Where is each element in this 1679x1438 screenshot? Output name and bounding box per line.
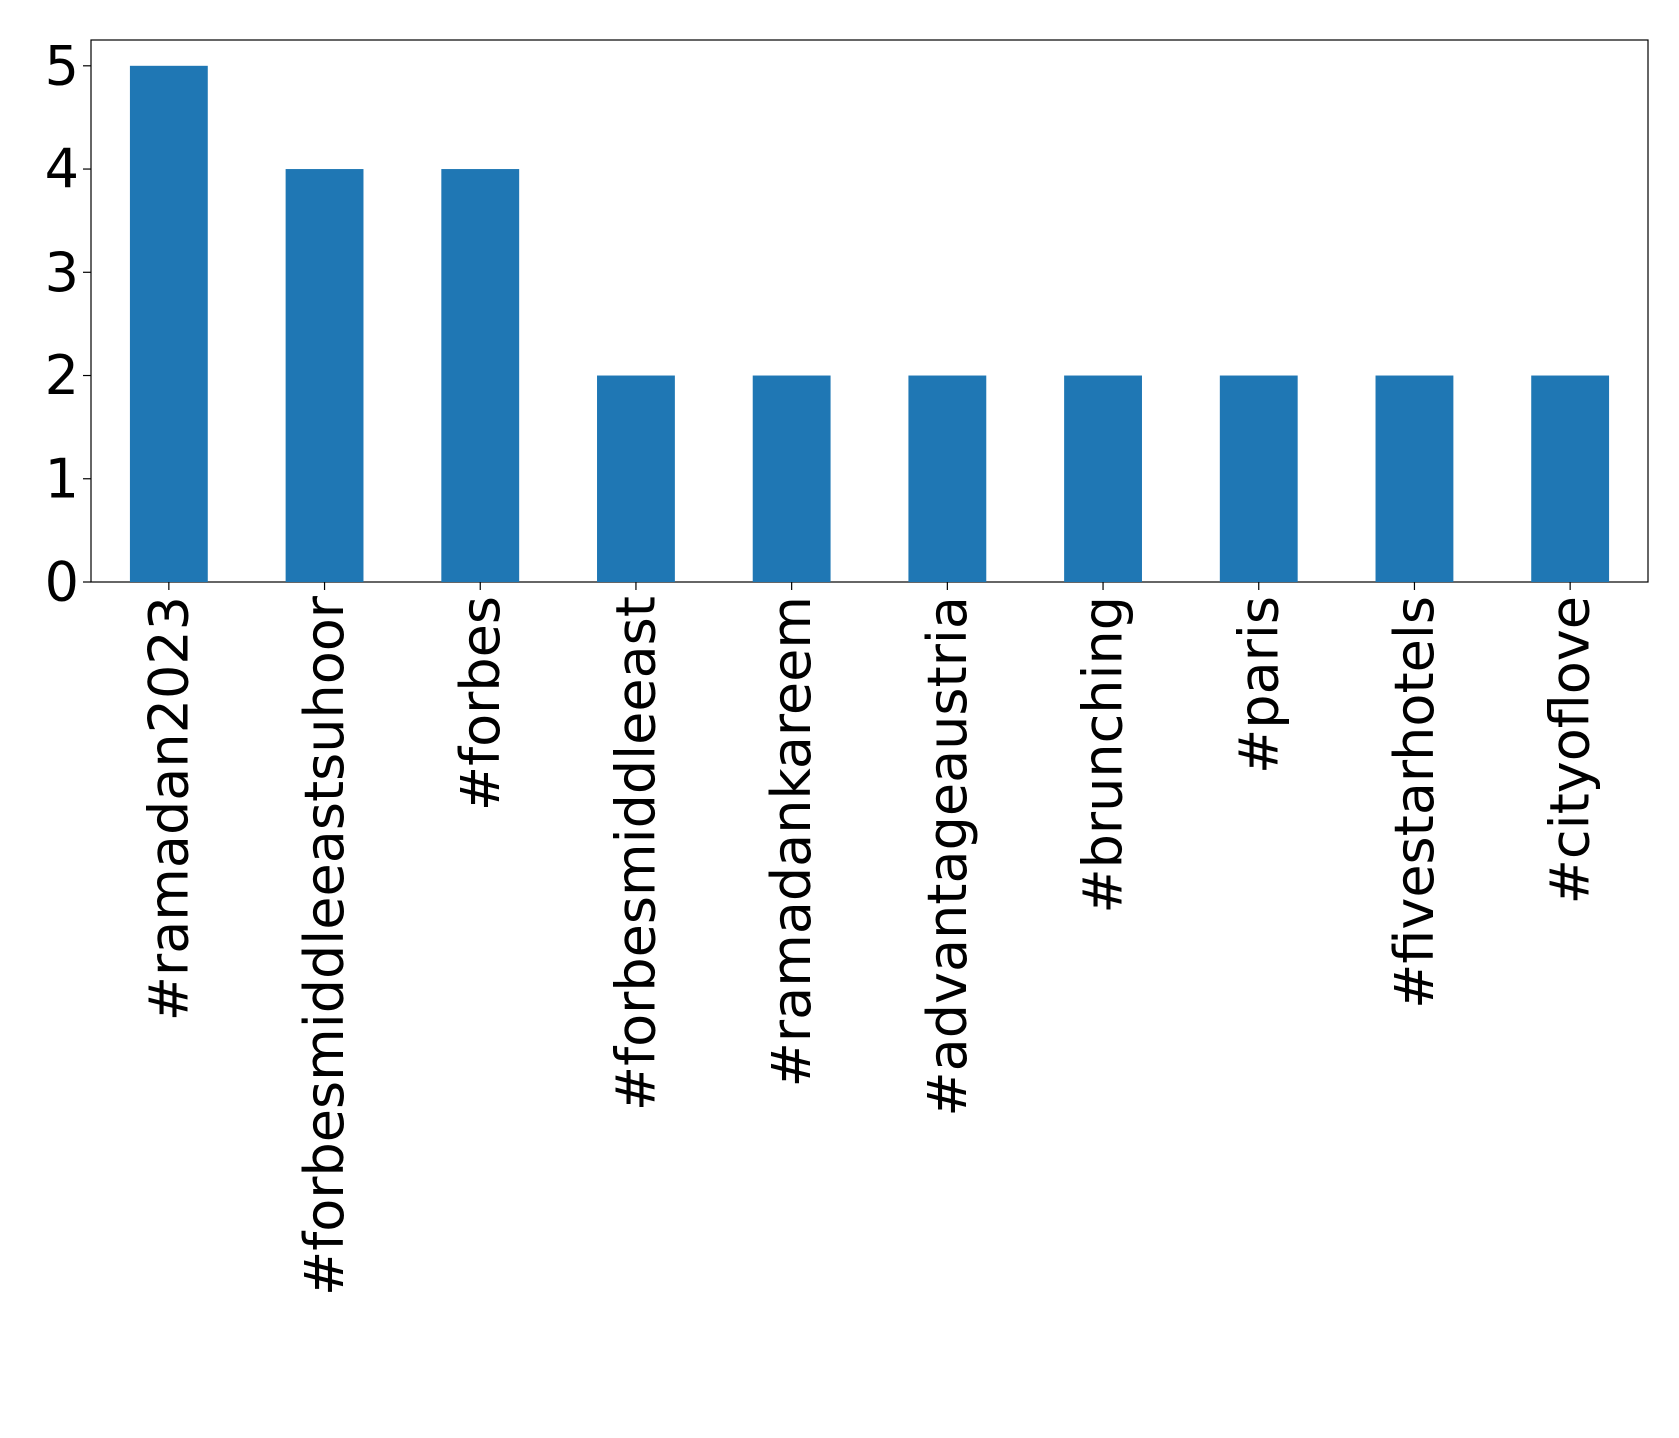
bar: [1219, 375, 1298, 582]
y-tick-label: 2: [45, 344, 79, 407]
y-tick-label: 3: [45, 241, 79, 304]
bar: [285, 169, 364, 583]
y-tick-label: 0: [45, 551, 79, 614]
x-tick-label: #forbesmiddleeastsuhoor: [293, 595, 356, 1296]
x-tick-label: #forbes: [449, 596, 512, 811]
bar: [1064, 375, 1142, 582]
bar: [908, 375, 987, 582]
x-tick-label: #fivestarhotels: [1383, 596, 1446, 1009]
bar: [441, 169, 520, 583]
x-tick-label: #cityoflove: [1539, 596, 1602, 904]
bar: [129, 65, 208, 583]
bar: [752, 375, 831, 582]
x-tick-label: #ramadankareem: [760, 596, 823, 1087]
x-tick-label: #advantageaustria: [916, 596, 979, 1117]
axes-frame: [90, 39, 1649, 583]
x-tick-label: #paris: [1227, 596, 1290, 774]
bar: [1531, 375, 1610, 582]
y-tick-label: 4: [45, 138, 79, 201]
x-tick-label: #forbesmiddleeast: [604, 596, 667, 1111]
x-tick-label: #ramadan2023: [137, 596, 200, 1021]
y-tick-label: 5: [45, 34, 79, 97]
y-tick-label: 1: [45, 447, 79, 510]
bar: [1375, 375, 1454, 582]
x-tick-label: #brunching: [1072, 596, 1135, 914]
bar: [597, 375, 675, 582]
